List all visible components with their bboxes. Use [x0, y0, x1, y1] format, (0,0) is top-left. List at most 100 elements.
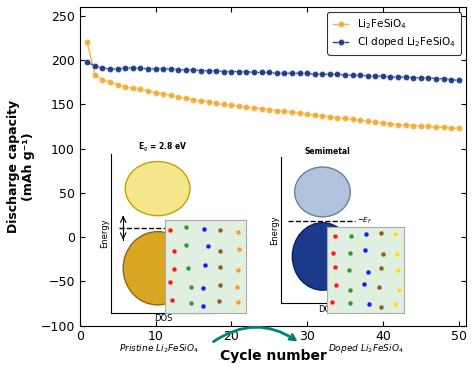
Li$_2$FeSiO$_4$	[213, 101, 219, 106]
Cl doped Li$_2$FeSiO$_4$	[130, 66, 136, 70]
Cl doped Li$_2$FeSiO$_4$	[410, 75, 416, 80]
Cl doped Li$_2$FeSiO$_4$	[266, 70, 272, 75]
Li$_2$FeSiO$_4$	[183, 96, 189, 100]
Y-axis label: Discharge capacity
(mAh g⁻¹): Discharge capacity (mAh g⁻¹)	[7, 100, 35, 233]
Li$_2$FeSiO$_4$	[274, 108, 280, 113]
Li$_2$FeSiO$_4$	[122, 84, 128, 89]
Li$_2$FeSiO$_4$	[228, 103, 234, 107]
Cl doped Li$_2$FeSiO$_4$	[282, 71, 287, 75]
Cl doped Li$_2$FeSiO$_4$	[160, 67, 166, 71]
Cl doped Li$_2$FeSiO$_4$	[122, 66, 128, 70]
Li$_2$FeSiO$_4$	[297, 111, 302, 115]
Li$_2$FeSiO$_4$	[115, 83, 120, 87]
Li$_2$FeSiO$_4$	[365, 119, 371, 123]
Cl doped Li$_2$FeSiO$_4$	[342, 73, 348, 77]
Li$_2$FeSiO$_4$	[251, 106, 257, 110]
Cl doped Li$_2$FeSiO$_4$	[395, 75, 401, 79]
Cl doped Li$_2$FeSiO$_4$	[426, 75, 431, 80]
Li$_2$FeSiO$_4$	[153, 91, 158, 95]
Cl doped Li$_2$FeSiO$_4$	[327, 72, 333, 77]
Li$_2$FeSiO$_4$	[175, 95, 181, 100]
Li$_2$FeSiO$_4$	[335, 115, 340, 120]
Li$_2$FeSiO$_4$	[456, 126, 462, 131]
Cl doped Li$_2$FeSiO$_4$	[441, 77, 447, 81]
Li$_2$FeSiO$_4$	[160, 91, 166, 96]
Li$_2$FeSiO$_4$	[388, 122, 393, 126]
Cl doped Li$_2$FeSiO$_4$	[100, 66, 105, 70]
Cl doped Li$_2$FeSiO$_4$	[319, 72, 325, 77]
Cl doped Li$_2$FeSiO$_4$	[312, 72, 318, 77]
Cl doped Li$_2$FeSiO$_4$	[107, 67, 113, 71]
Cl doped Li$_2$FeSiO$_4$	[380, 74, 386, 78]
Legend: Li$_2$FeSiO$_4$, Cl doped Li$_2$FeSiO$_4$: Li$_2$FeSiO$_4$, Cl doped Li$_2$FeSiO$_4…	[328, 12, 461, 54]
Li$_2$FeSiO$_4$	[373, 120, 378, 124]
Li$_2$FeSiO$_4$	[433, 125, 439, 130]
Li$_2$FeSiO$_4$	[312, 113, 318, 117]
Li$_2$FeSiO$_4$	[350, 117, 356, 122]
Li$_2$FeSiO$_4$	[395, 122, 401, 127]
Cl doped Li$_2$FeSiO$_4$	[357, 73, 363, 77]
Li$_2$FeSiO$_4$	[84, 40, 90, 44]
Cl doped Li$_2$FeSiO$_4$	[418, 75, 424, 80]
Li$_2$FeSiO$_4$	[448, 126, 454, 131]
Cl doped Li$_2$FeSiO$_4$	[251, 70, 257, 75]
Cl doped Li$_2$FeSiO$_4$	[228, 69, 234, 74]
Li$_2$FeSiO$_4$	[244, 105, 249, 109]
Li$_2$FeSiO$_4$	[304, 112, 310, 116]
Li$_2$FeSiO$_4$	[418, 124, 424, 129]
Cl doped Li$_2$FeSiO$_4$	[145, 67, 151, 71]
Cl doped Li$_2$FeSiO$_4$	[388, 75, 393, 79]
Cl doped Li$_2$FeSiO$_4$	[274, 71, 280, 75]
Line: Cl doped Li$_2$FeSiO$_4$: Cl doped Li$_2$FeSiO$_4$	[84, 59, 462, 84]
Cl doped Li$_2$FeSiO$_4$	[183, 68, 189, 72]
Cl doped Li$_2$FeSiO$_4$	[335, 72, 340, 77]
Li$_2$FeSiO$_4$	[206, 100, 211, 104]
Cl doped Li$_2$FeSiO$_4$	[213, 68, 219, 73]
Cl doped Li$_2$FeSiO$_4$	[236, 69, 242, 74]
Cl doped Li$_2$FeSiO$_4$	[168, 67, 173, 71]
Li$_2$FeSiO$_4$	[191, 98, 196, 102]
Li$_2$FeSiO$_4$	[130, 86, 136, 91]
Text: Pristine Li$_2$FeSiO$_4$: Pristine Li$_2$FeSiO$_4$	[119, 342, 199, 354]
Cl doped Li$_2$FeSiO$_4$	[297, 71, 302, 75]
Cl doped Li$_2$FeSiO$_4$	[115, 67, 120, 71]
Cl doped Li$_2$FeSiO$_4$	[289, 71, 295, 75]
Cl doped Li$_2$FeSiO$_4$	[403, 75, 409, 79]
Line: Li$_2$FeSiO$_4$: Li$_2$FeSiO$_4$	[84, 39, 462, 131]
Li$_2$FeSiO$_4$	[266, 107, 272, 112]
Li$_2$FeSiO$_4$	[236, 104, 242, 108]
Text: Doped Li$_2$FeSiO$_4$: Doped Li$_2$FeSiO$_4$	[328, 342, 404, 355]
Li$_2$FeSiO$_4$	[342, 116, 348, 121]
Cl doped Li$_2$FeSiO$_4$	[198, 68, 204, 73]
Cl doped Li$_2$FeSiO$_4$	[153, 67, 158, 71]
Cl doped Li$_2$FeSiO$_4$	[221, 69, 227, 74]
Li$_2$FeSiO$_4$	[107, 80, 113, 84]
Cl doped Li$_2$FeSiO$_4$	[175, 68, 181, 72]
Cl doped Li$_2$FeSiO$_4$	[92, 64, 98, 68]
Li$_2$FeSiO$_4$	[92, 73, 98, 77]
Cl doped Li$_2$FeSiO$_4$	[84, 60, 90, 64]
Cl doped Li$_2$FeSiO$_4$	[206, 68, 211, 73]
Cl doped Li$_2$FeSiO$_4$	[137, 66, 143, 70]
Cl doped Li$_2$FeSiO$_4$	[456, 78, 462, 83]
Cl doped Li$_2$FeSiO$_4$	[373, 74, 378, 78]
Cl doped Li$_2$FeSiO$_4$	[244, 69, 249, 74]
Li$_2$FeSiO$_4$	[168, 93, 173, 98]
Li$_2$FeSiO$_4$	[198, 98, 204, 103]
Li$_2$FeSiO$_4$	[282, 109, 287, 114]
Cl doped Li$_2$FeSiO$_4$	[350, 73, 356, 77]
X-axis label: Cycle number: Cycle number	[219, 349, 327, 363]
Li$_2$FeSiO$_4$	[289, 110, 295, 114]
Li$_2$FeSiO$_4$	[403, 122, 409, 127]
Li$_2$FeSiO$_4$	[259, 107, 264, 111]
Li$_2$FeSiO$_4$	[221, 102, 227, 107]
Cl doped Li$_2$FeSiO$_4$	[304, 71, 310, 75]
Li$_2$FeSiO$_4$	[380, 121, 386, 125]
Li$_2$FeSiO$_4$	[327, 114, 333, 119]
Cl doped Li$_2$FeSiO$_4$	[191, 68, 196, 72]
Li$_2$FeSiO$_4$	[319, 114, 325, 118]
Cl doped Li$_2$FeSiO$_4$	[448, 77, 454, 82]
Li$_2$FeSiO$_4$	[357, 118, 363, 122]
Li$_2$FeSiO$_4$	[426, 124, 431, 129]
Li$_2$FeSiO$_4$	[100, 77, 105, 82]
